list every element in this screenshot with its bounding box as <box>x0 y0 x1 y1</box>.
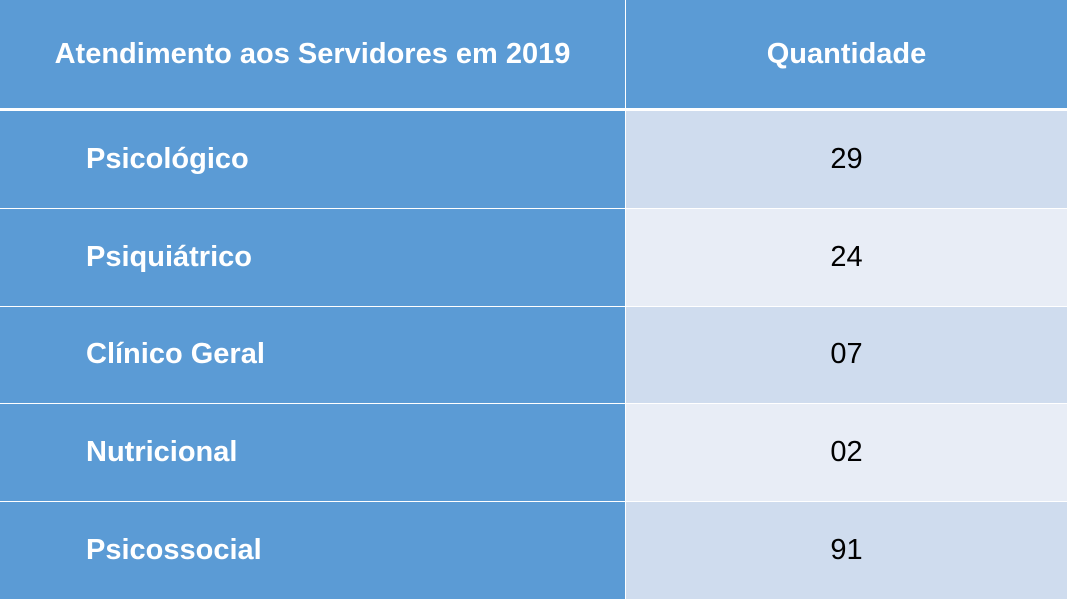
row-value-psicossocial: 91 <box>626 502 1067 600</box>
row-label-psicologico: Psicológico <box>0 111 626 209</box>
row-value-psicologico: 29 <box>626 111 1067 209</box>
row-label-psiquiatrico: Psiquiátrico <box>0 208 626 307</box>
row-label-clinico-geral: Clínico Geral <box>0 306 626 405</box>
row-value-psiquiatrico: 24 <box>626 208 1067 307</box>
column-header-quantity: Quantidade <box>626 0 1067 111</box>
column-header-category: Atendimento aos Servidores em 2019 <box>0 0 626 111</box>
row-value-nutricional: 02 <box>626 404 1067 503</box>
row-value-clinico-geral: 07 <box>626 306 1067 405</box>
row-label-nutricional: Nutricional <box>0 404 626 503</box>
row-label-psicossocial: Psicossocial <box>0 502 626 600</box>
